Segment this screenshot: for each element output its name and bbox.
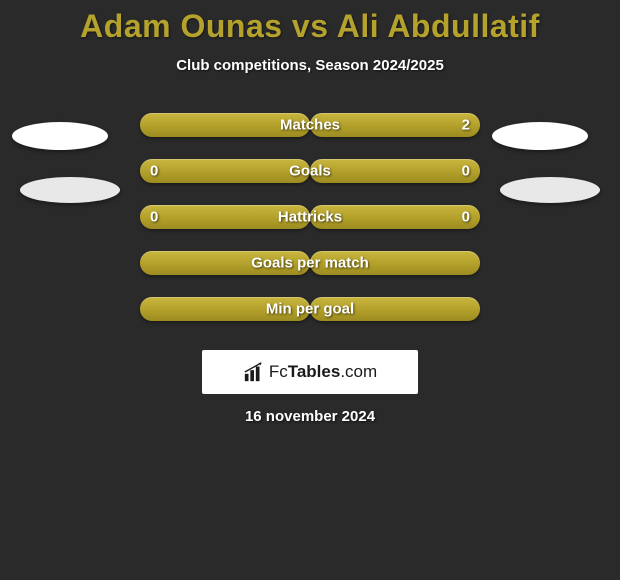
comparison-widget: Adam Ounas vs Ali Abdullatif Club compet… — [0, 0, 620, 425]
bar-right — [310, 159, 480, 183]
value-left: 0 — [150, 209, 158, 226]
bar-wrap: Matches 2 — [140, 113, 480, 137]
value-right: 0 — [462, 163, 470, 180]
metric-label: Matches — [280, 117, 340, 134]
generated-date: 16 november 2024 — [0, 408, 620, 425]
bar-left — [140, 159, 310, 183]
bar-wrap: Goals 0 0 — [140, 159, 480, 183]
metric-label: Min per goal — [266, 301, 354, 318]
bar-wrap: Goals per match — [140, 251, 480, 275]
brand-text: FcTables.com — [269, 362, 377, 382]
decorative-oval — [500, 177, 600, 203]
comparison-row: Goals per match — [0, 240, 620, 286]
decorative-oval — [20, 177, 120, 203]
metric-label: Goals per match — [251, 255, 369, 272]
value-right: 0 — [462, 209, 470, 226]
metric-label: Goals — [289, 163, 331, 180]
value-right: 2 — [462, 117, 470, 134]
brand-badge[interactable]: FcTables.com — [202, 350, 418, 394]
decorative-oval — [12, 122, 108, 150]
page-title: Adam Ounas vs Ali Abdullatif — [0, 8, 620, 45]
comparison-row: Min per goal — [0, 286, 620, 332]
decorative-oval — [492, 122, 588, 150]
bar-wrap: Min per goal — [140, 297, 480, 321]
page-subtitle: Club competitions, Season 2024/2025 — [0, 57, 620, 74]
value-left: 0 — [150, 163, 158, 180]
bar-chart-icon — [243, 361, 265, 383]
bar-wrap: Hattricks 0 0 — [140, 205, 480, 229]
metric-label: Hattricks — [278, 209, 342, 226]
